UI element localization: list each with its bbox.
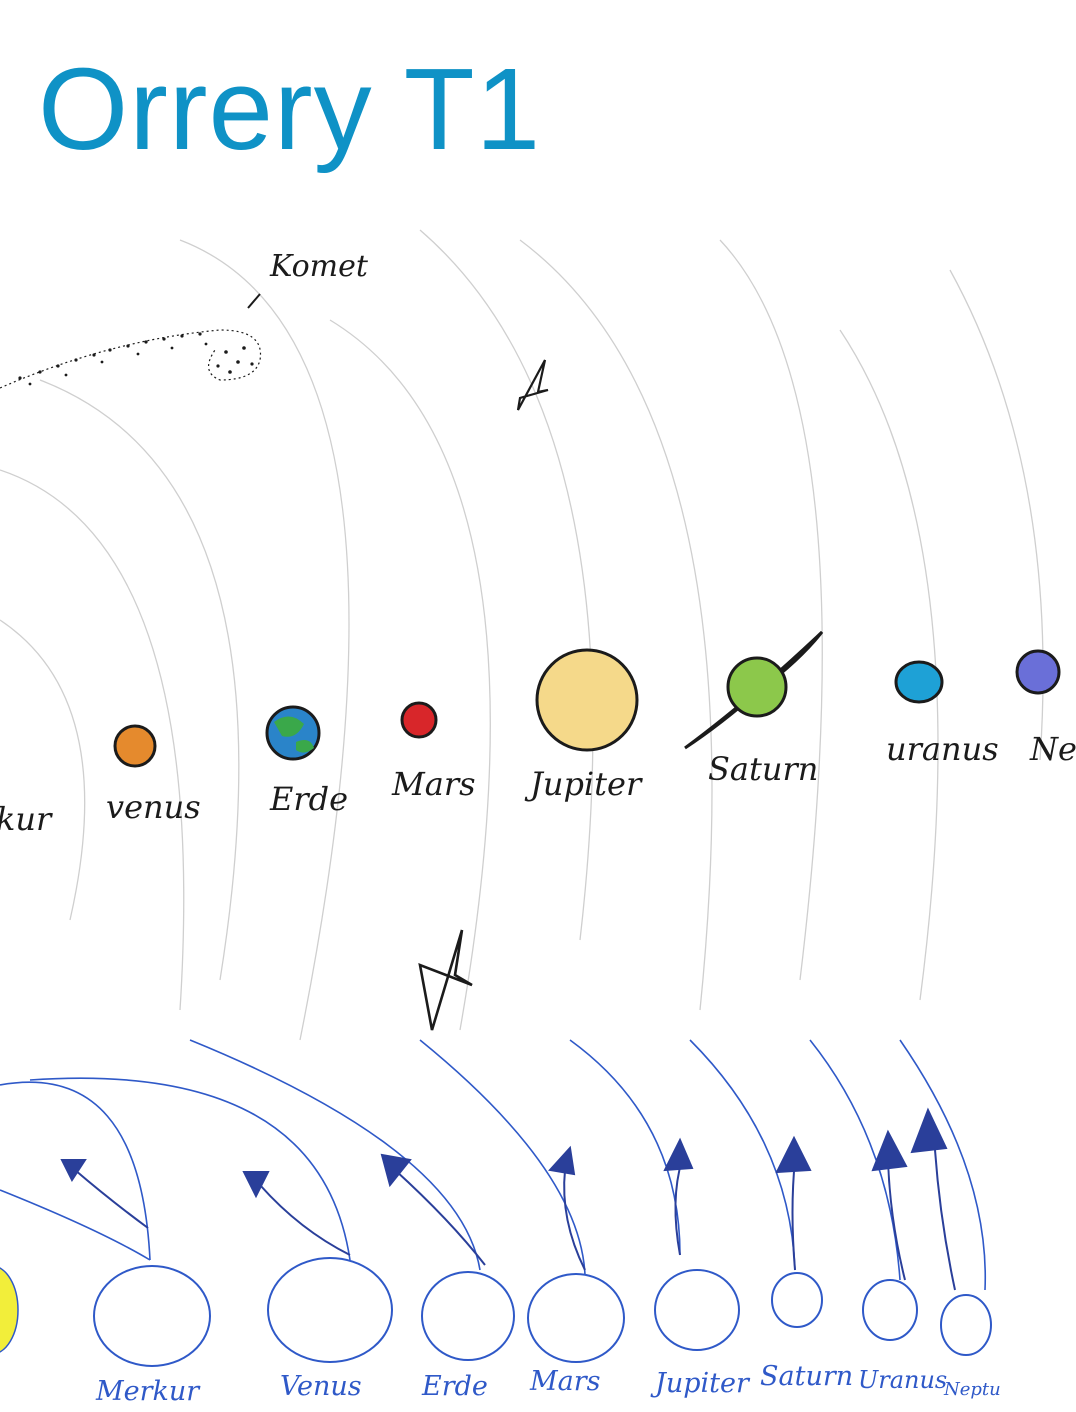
- arrow-icon: [242, 1171, 351, 1256]
- orbit-arc: [419, 229, 594, 941]
- uranus-outline: [862, 1279, 918, 1341]
- planet-label: Neptu: [943, 1379, 1001, 1400]
- orbit-arc: [39, 379, 240, 981]
- orbit-arc: [809, 1039, 901, 1281]
- orbit-arc: [419, 1039, 586, 1276]
- orbit-arc: [0, 619, 86, 921]
- planet-label: uranus: [886, 730, 999, 768]
- comet: [0, 293, 262, 389]
- lower-labels: Merkur Venus Erde Mars Jupiter Saturn Ur…: [95, 1361, 1001, 1407]
- saturn-outline: [771, 1272, 823, 1328]
- planet-label: Saturn: [760, 1361, 853, 1392]
- mars-outline: [527, 1273, 625, 1363]
- comet-label: Komet: [269, 249, 369, 284]
- arrow-icon: [910, 1107, 956, 1291]
- planet-label: Erde: [269, 780, 348, 818]
- planet-label: Venus: [280, 1371, 362, 1402]
- arrow-icon: [775, 1135, 812, 1271]
- orbit-arc: [179, 239, 350, 1041]
- lower-planets: [93, 1257, 992, 1367]
- planet-label: Saturn: [708, 750, 818, 788]
- lower-orbit-arcs: [0, 1039, 987, 1291]
- planet-label: Mars: [391, 765, 476, 803]
- arrow-icon: [380, 1153, 486, 1266]
- merkur-outline: [93, 1265, 211, 1367]
- planet-label: Jupiter: [524, 765, 643, 803]
- orbit-arc: [519, 239, 713, 1011]
- planet-label: Erde: [421, 1371, 488, 1402]
- venus-planet: [113, 724, 157, 768]
- orbit-arc: [569, 1039, 681, 1256]
- orbit-arc: [689, 1039, 796, 1271]
- saturn-planet: [684, 630, 824, 750]
- jupiter-outline: [654, 1269, 740, 1351]
- lower-arrows: [60, 1107, 956, 1291]
- planet-label: kur: [0, 800, 53, 838]
- planet-label: venus: [106, 788, 201, 826]
- planet-label: Ne: [1029, 730, 1076, 768]
- page-title: Orrery T1: [38, 44, 542, 174]
- comet-label-pointer: [247, 293, 261, 309]
- star-icon: [418, 929, 473, 1031]
- mars-planet: [400, 701, 438, 739]
- orbit-arc: [839, 329, 939, 1001]
- arrow-icon: [663, 1137, 694, 1256]
- orbit-arc: [0, 1189, 151, 1261]
- arrow-icon: [548, 1145, 586, 1271]
- planet-label: Uranus: [858, 1366, 947, 1394]
- orbit-arc: [189, 1039, 481, 1271]
- planet-label: Mars: [529, 1366, 601, 1397]
- earth-outline: [421, 1271, 515, 1361]
- upper-labels: kur venus Erde Mars Jupiter Saturn uranu…: [0, 730, 1076, 838]
- neptune-outline: [940, 1294, 992, 1356]
- arrow-icon: [871, 1129, 908, 1281]
- jupiter-planet: [535, 648, 639, 752]
- orbit-arc: [0, 469, 185, 1011]
- upper-planets: [113, 630, 1061, 768]
- orbit-arc: [719, 239, 823, 981]
- upper-orbit-arcs: [0, 229, 1044, 1041]
- venus-outline: [267, 1257, 393, 1363]
- comet-tail-dots: [18, 332, 254, 386]
- sun: [0, 1267, 19, 1353]
- earth-planet: [265, 705, 321, 761]
- orbit-arc: [0, 1081, 151, 1261]
- planet-label: Merkur: [95, 1376, 201, 1407]
- uranus-planet: [894, 660, 944, 704]
- neptune-planet: [1015, 649, 1061, 695]
- planet-label: Jupiter: [650, 1368, 751, 1399]
- orbit-arc: [899, 1039, 987, 1291]
- arrow-icon: [60, 1159, 149, 1229]
- star-icon: [516, 359, 549, 411]
- orbit-arc: [329, 319, 491, 1031]
- orbit-arc: [29, 1077, 351, 1261]
